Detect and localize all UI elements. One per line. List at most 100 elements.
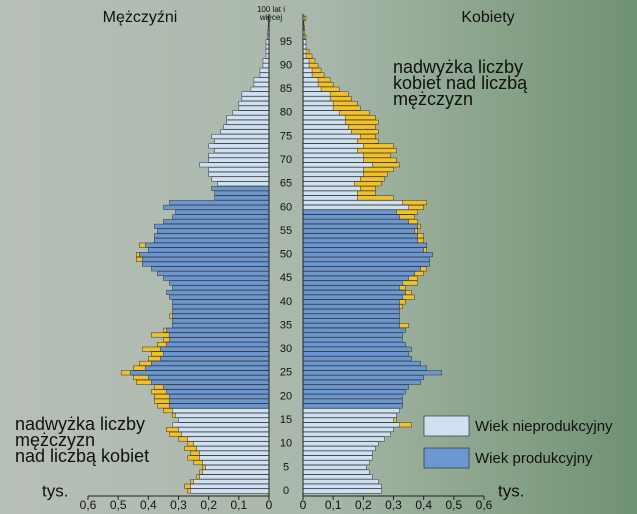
bar <box>302 115 346 121</box>
bar <box>169 332 270 338</box>
bar <box>302 138 358 144</box>
x-tick-label: 0,4 <box>415 498 432 512</box>
bar <box>238 105 270 111</box>
x-tick-label: 0,4 <box>140 498 157 512</box>
bar <box>226 119 270 125</box>
bar <box>169 280 270 286</box>
x-unit: tys. <box>42 481 68 500</box>
bar <box>163 219 270 225</box>
bar <box>302 446 376 451</box>
bar <box>169 337 270 343</box>
bar <box>302 483 382 489</box>
age-label: 90 <box>280 59 292 71</box>
bar <box>214 138 270 144</box>
bar <box>302 204 409 210</box>
bar <box>302 119 346 125</box>
x-tick-label: 0,2 <box>200 498 217 512</box>
bar <box>302 474 373 480</box>
bar <box>196 446 270 451</box>
bar <box>302 370 443 376</box>
bar <box>172 214 270 220</box>
bar <box>302 209 397 215</box>
bar <box>302 403 403 409</box>
bar <box>302 86 322 92</box>
annotation: nad liczbą kobiet <box>15 446 149 466</box>
bar <box>163 384 270 390</box>
bar <box>302 294 403 300</box>
legend-label: Wiek produkcyjny <box>475 450 593 467</box>
bar <box>302 375 424 381</box>
bar <box>223 124 270 130</box>
bar <box>302 105 334 111</box>
bar <box>302 431 391 437</box>
bar <box>178 417 270 423</box>
bar <box>166 327 270 333</box>
bar <box>302 342 406 347</box>
bar <box>181 431 270 437</box>
bar <box>172 304 270 310</box>
bar <box>193 479 270 484</box>
bar <box>302 82 319 87</box>
bar <box>169 294 270 300</box>
bar <box>253 77 270 83</box>
bar <box>302 436 385 442</box>
bar <box>148 375 270 381</box>
bar <box>259 67 270 73</box>
bar <box>302 143 364 149</box>
bar <box>169 200 270 206</box>
bar <box>302 96 331 102</box>
bar <box>211 186 270 191</box>
bar <box>199 450 270 456</box>
annotation: mężczyzn <box>15 430 95 450</box>
bar <box>302 441 379 447</box>
bar <box>302 171 364 177</box>
bar <box>302 337 403 343</box>
bar <box>190 483 270 489</box>
bar <box>238 100 270 106</box>
bar <box>163 204 270 210</box>
bar <box>302 271 415 277</box>
bar <box>302 318 400 324</box>
bar <box>302 285 400 291</box>
legend-swatch <box>423 415 470 437</box>
bar <box>163 275 270 281</box>
bar <box>226 115 270 121</box>
x-unit: tys. <box>498 481 524 500</box>
x-tick-label: 0,3 <box>385 498 402 512</box>
bar <box>302 275 409 281</box>
bar <box>214 195 270 201</box>
bar <box>302 233 418 239</box>
bar <box>302 110 340 116</box>
bar <box>208 157 270 163</box>
bar <box>302 195 358 201</box>
bar <box>154 233 270 239</box>
x-tick-label: 0,1 <box>230 498 247 512</box>
bar <box>259 72 270 78</box>
bar <box>302 384 409 390</box>
bar <box>253 82 270 87</box>
bar <box>199 474 270 480</box>
bar <box>302 460 370 466</box>
bar <box>302 152 364 158</box>
bar <box>302 422 400 428</box>
bar <box>211 134 270 139</box>
bar <box>172 285 270 291</box>
bar <box>145 242 270 248</box>
bar <box>169 394 270 399</box>
bar <box>302 77 319 83</box>
bar <box>193 441 270 447</box>
bar <box>302 417 394 423</box>
bar <box>302 469 370 475</box>
bar <box>202 460 270 466</box>
bar <box>302 186 361 191</box>
age-label: 80 <box>280 107 292 119</box>
annotation: kobiet nad liczbą <box>393 73 528 93</box>
bar <box>302 398 403 404</box>
bar <box>302 323 400 329</box>
bar <box>208 167 270 173</box>
x-tick-label: 0,5 <box>110 498 127 512</box>
bar <box>262 63 270 69</box>
bar <box>172 308 270 314</box>
bar <box>302 176 361 182</box>
x-tick-label: 0,6 <box>476 498 493 512</box>
